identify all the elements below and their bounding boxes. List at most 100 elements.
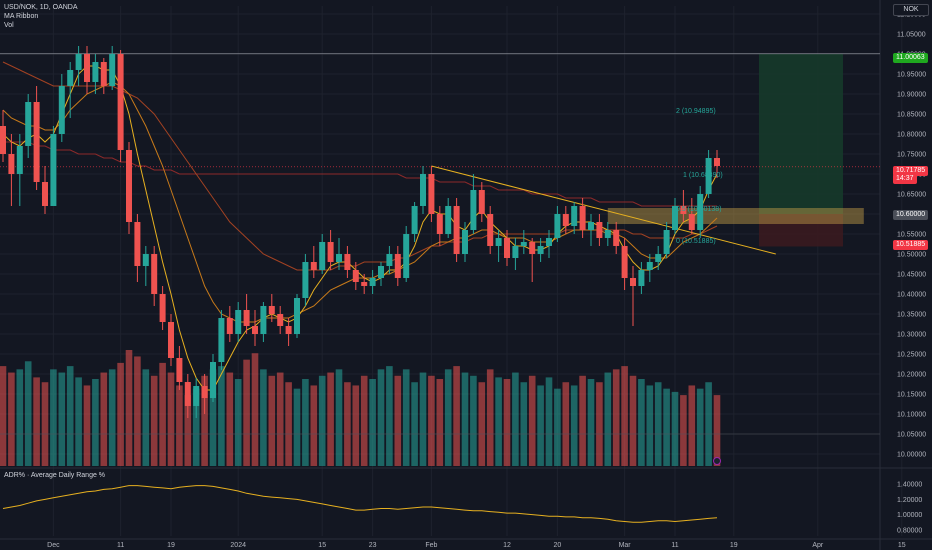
volume-bar [41, 382, 49, 466]
candle-body [260, 306, 267, 334]
volume-bar [579, 375, 586, 466]
candle-body [168, 322, 174, 358]
volume-bar [75, 377, 82, 466]
volume-bar [470, 375, 477, 466]
volume-bar [596, 382, 603, 466]
volume-bar [562, 382, 570, 466]
candle-body [126, 150, 132, 222]
price-axis-label: 10.55000 [897, 232, 926, 239]
fib-label-1: 1 (10.68390) [683, 172, 723, 179]
adr-axis-label: 0.80000 [897, 527, 922, 534]
candle-body [554, 214, 561, 238]
price-axis-label: 10.40000 [897, 292, 926, 299]
volume-bar [604, 372, 612, 466]
candle-body [151, 254, 158, 294]
candle-body [470, 190, 477, 230]
volume-bar [461, 372, 469, 466]
fib-label-2: 2 (10.94895) [676, 108, 716, 115]
volume-bar [310, 385, 318, 466]
stop-zone [759, 214, 843, 247]
current-time-badge: 14:37 [893, 174, 917, 184]
time-axis-label: 2024 [230, 542, 246, 549]
volume-bar [302, 379, 309, 466]
stop-price-badge: 10.51885 [893, 240, 929, 250]
time-axis-label: Apr [812, 542, 824, 549]
candle-body [184, 382, 191, 406]
candle-body [621, 246, 628, 278]
candle-body [705, 158, 712, 194]
fib-label-05: 0.5 (10.60138) [676, 206, 722, 213]
volume-bar [713, 395, 721, 466]
volume-bar [394, 375, 402, 466]
candle-body [84, 54, 90, 82]
volume-bar [327, 372, 334, 466]
candle-body [630, 278, 636, 286]
price-axis-label: 10.90000 [897, 92, 926, 99]
volume-bar [654, 382, 662, 466]
trendline [431, 165, 776, 255]
volume-bar [612, 369, 620, 466]
volume-bar [554, 388, 561, 466]
candle-body [546, 238, 552, 246]
indicator-ma-ribbon[interactable]: MA Ribbon [4, 13, 39, 20]
price-axis-label: 10.50000 [897, 252, 926, 259]
volume-bar [142, 369, 150, 466]
volume-bar [108, 369, 116, 466]
volume-bar [50, 369, 57, 466]
candle-body [352, 270, 359, 282]
adr-axis-label: 1.20000 [897, 497, 922, 504]
target-zone [759, 53, 843, 214]
candle-body [680, 206, 687, 214]
volume-bar [629, 375, 637, 466]
volume-bar [545, 377, 553, 466]
price-axis-label: 10.10000 [897, 412, 926, 419]
time-axis-label: 15 [898, 542, 906, 549]
candle-body [420, 174, 426, 206]
candle-body [487, 214, 494, 246]
candle-body [42, 182, 48, 206]
volume-bar [621, 366, 628, 466]
volume-bar [386, 366, 393, 466]
volume-bar [453, 366, 460, 466]
candle-body [277, 314, 284, 326]
volume-bar [218, 366, 225, 466]
volume-bar [234, 379, 242, 466]
candle-body [537, 246, 544, 254]
volume-bar [377, 369, 385, 466]
time-axis-label: 11 [671, 542, 678, 549]
volume-bar [495, 377, 502, 466]
candle-body [613, 230, 620, 246]
candle-body [394, 254, 401, 278]
candle-body [67, 70, 74, 86]
candle-body [436, 214, 443, 234]
time-axis-label: 19 [730, 542, 738, 549]
indicator-volume[interactable]: Vol [4, 22, 14, 29]
candle-body [344, 254, 351, 270]
volume-bar [150, 375, 158, 466]
symbol-title[interactable]: USD/NOK, 1D, OANDA [4, 4, 78, 11]
volume-bar [444, 369, 452, 466]
time-axis-label: 20 [554, 542, 562, 549]
candle-body [218, 318, 225, 362]
candle-body [327, 242, 334, 262]
candle-body [646, 262, 653, 270]
time-axis-label: 23 [369, 542, 377, 549]
candle-body [25, 102, 32, 146]
candle-body [193, 386, 200, 406]
candle-body [58, 86, 65, 134]
candle-body [0, 126, 6, 154]
volume-bar [419, 372, 427, 466]
candle-body [310, 262, 317, 270]
volume-bar [184, 395, 192, 466]
price-axis-label: 10.00000 [897, 452, 926, 459]
volume-bar [537, 385, 544, 466]
volume-bar [369, 379, 376, 466]
adr-indicator-label[interactable]: ADR% · Average Daily Range % [4, 472, 106, 479]
volume-bar [251, 353, 259, 466]
candle-body [403, 234, 410, 278]
currency-button[interactable]: NOK [893, 4, 929, 16]
adr-axis-label: 1.40000 [897, 482, 922, 489]
volume-bar [167, 372, 175, 466]
time-axis-label: 12 [503, 542, 511, 549]
